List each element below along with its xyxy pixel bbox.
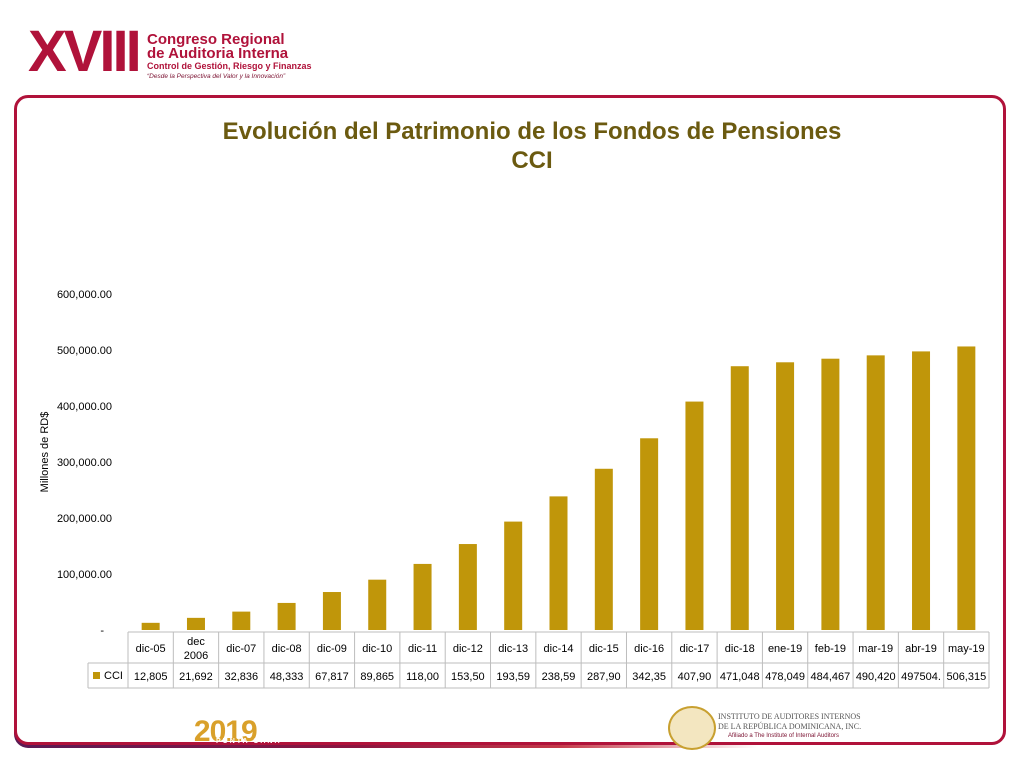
y-tick-label: 600,000.00 bbox=[57, 289, 112, 301]
slide-frame bbox=[14, 95, 1006, 745]
data-label: 118,00 bbox=[406, 671, 439, 683]
data-label: 497504. bbox=[901, 671, 941, 683]
bar-dic-11 bbox=[413, 563, 432, 630]
y-axis-title: Millones de RD$ bbox=[39, 412, 51, 493]
data-label: 193,59 bbox=[496, 671, 530, 683]
craicg-logo: CRAICG2019 bbox=[50, 708, 258, 750]
x-tick-label: 2006 bbox=[184, 650, 208, 662]
data-label: 478,049 bbox=[765, 671, 805, 683]
location-label: PUNTA CANA bbox=[216, 738, 282, 745]
bar-dic-18 bbox=[730, 366, 749, 630]
congress-name: Congreso Regional de Auditoria Interna C… bbox=[147, 31, 312, 81]
bar-dic-16 bbox=[640, 438, 659, 630]
bar-dic-14 bbox=[549, 496, 568, 630]
x-tick-label: dic-10 bbox=[362, 643, 392, 655]
bar-ene-19 bbox=[776, 362, 795, 630]
x-tick-label: dic-15 bbox=[589, 643, 619, 655]
x-tick-label: dic-07 bbox=[226, 643, 256, 655]
data-label: 484,467 bbox=[811, 671, 851, 683]
chart-title: Evolución del Patrimonio de los Fondos d… bbox=[222, 118, 842, 145]
data-label: 490,420 bbox=[856, 671, 896, 683]
y-tick-label: 400,000.00 bbox=[57, 401, 112, 413]
bar-dic-10 bbox=[368, 579, 387, 630]
congress-line2: de Auditoria Interna bbox=[147, 45, 289, 62]
data-label: 471,048 bbox=[720, 671, 760, 683]
y-tick-label: - bbox=[100, 625, 104, 637]
data-label: 48,333 bbox=[270, 671, 304, 683]
x-tick-label: dic-11 bbox=[408, 643, 437, 655]
x-tick-label: dic-09 bbox=[317, 643, 347, 655]
congress-tagline: “Desde la Perspectiva del Valor y la Inn… bbox=[147, 73, 286, 80]
x-tick-label: dic-17 bbox=[679, 643, 709, 655]
bar-dic-17 bbox=[685, 401, 704, 630]
y-tick-label: 200,000.00 bbox=[57, 513, 112, 525]
x-tick-label: dic-16 bbox=[634, 643, 664, 655]
data-label: 506,315 bbox=[946, 671, 986, 683]
x-tick-label: abr-19 bbox=[905, 643, 937, 655]
y-tick-label: 100,000.00 bbox=[57, 569, 112, 581]
x-tick-label: dic-13 bbox=[498, 643, 528, 655]
iard-seal-icon bbox=[668, 706, 716, 750]
x-tick-label: dic-08 bbox=[272, 643, 302, 655]
x-tick-label: mar-19 bbox=[858, 643, 893, 655]
iard-affiliation: Afiliado a The Institute of Internal Aud… bbox=[728, 733, 839, 739]
bar-abr-19 bbox=[912, 351, 931, 630]
x-tick-label: may-19 bbox=[948, 643, 985, 655]
congress-line3: Control de Gestión, Riesgo y Finanzas bbox=[147, 61, 312, 71]
bar-feb-19 bbox=[821, 358, 840, 630]
data-label: 21,692 bbox=[179, 671, 213, 683]
data-label: 32,836 bbox=[224, 671, 258, 683]
x-tick-label: feb-19 bbox=[815, 643, 846, 655]
x-tick-label: dic-05 bbox=[136, 643, 166, 655]
iard-name: INSTITUTO DE AUDITORES INTERNOS DE LA RE… bbox=[718, 712, 862, 731]
bar-dic-08 bbox=[277, 602, 296, 630]
y-tick-label: 500,000.00 bbox=[57, 345, 112, 357]
data-label: 89,865 bbox=[360, 671, 394, 683]
x-tick-label: dic-18 bbox=[725, 643, 755, 655]
bar-may-19 bbox=[957, 346, 976, 630]
bar-dic-07 bbox=[232, 611, 251, 630]
data-label: 12,805 bbox=[134, 671, 168, 683]
x-tick-label: dic-14 bbox=[544, 643, 574, 655]
legend-label: CCI bbox=[104, 670, 123, 682]
bar-dic-09 bbox=[322, 592, 341, 630]
congress-line1: Congreso Regional bbox=[147, 31, 285, 48]
data-label: 238,59 bbox=[542, 671, 576, 683]
data-label: 67,817 bbox=[315, 671, 349, 683]
bar-dic-13 bbox=[504, 521, 523, 630]
data-label: 342,35 bbox=[632, 671, 666, 683]
legend-swatch bbox=[93, 672, 100, 679]
bar-dic-12 bbox=[458, 544, 477, 630]
bar-dic-15 bbox=[594, 468, 613, 630]
bar-dec-2006 bbox=[186, 617, 205, 630]
x-tick-label: dic-12 bbox=[453, 643, 483, 655]
bar-dic-05 bbox=[141, 622, 160, 630]
bar-mar-19 bbox=[866, 355, 885, 630]
header: XVIII Congreso Regional de Auditoria Int… bbox=[0, 0, 1024, 95]
data-label: 407,90 bbox=[678, 671, 712, 683]
data-label: 287,90 bbox=[587, 671, 621, 683]
chart-subtitle: CCI bbox=[511, 147, 553, 174]
y-tick-label: 300,000.00 bbox=[57, 457, 112, 469]
congress-numeral: XVIII bbox=[28, 19, 142, 84]
x-tick-label: ene-19 bbox=[768, 643, 802, 655]
x-tick-label: dec bbox=[187, 636, 205, 648]
data-label: 153,50 bbox=[451, 671, 485, 683]
